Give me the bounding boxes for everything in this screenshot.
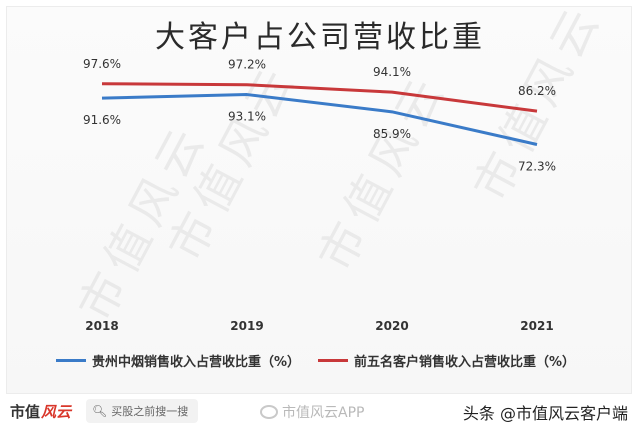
data-label: 72.3% [518,159,556,173]
data-label: 86.2% [518,84,556,98]
data-label: 97.2% [228,58,266,72]
data-label: 97.6% [83,57,121,71]
series-line-1 [101,93,538,146]
chart-title: 大客户占公司营收比重 [155,20,485,55]
data-label: 91.6% [83,113,121,127]
weibo-icon [260,405,278,419]
legend-swatch [56,358,86,362]
legend-label: 贵州中烟销售收入占营收比重（%） [92,354,301,370]
weibo-text: 市值风云APP [282,405,365,421]
legend-label: 前五名客户销售收入占营收比重（%） [354,354,576,370]
x-tick-label: 2020 [375,319,408,333]
search-icon: 🔍︎ [92,404,108,418]
search-slogan-box[interactable]: 🔍︎ 买股之前搜一搜 [86,399,199,423]
series-line-2 [101,82,538,113]
legend-swatch [318,358,349,362]
data-label: 93.1% [228,110,266,124]
data-label: 94.1% [373,65,411,79]
x-tick-label: 2018 [85,319,118,333]
brand-logo[interactable]: 市值 风云 [10,401,71,422]
toutiao-credit: 头条 @市值风云客户端 [462,404,628,423]
x-tick-label: 2019 [230,319,263,333]
brand-accent-text: 风云 [41,403,72,421]
footer-bar: 市值 风云 🔍︎ 买股之前搜一搜 市值风云APP 头条 @市值风云客户端 [0,394,640,429]
brand-main-text: 市值 [10,403,41,421]
legend-item-series-1: 贵州中烟销售收入占营收比重（%） [56,351,300,370]
chart-legend: 贵州中烟销售收入占营收比重（%） 前五名客户销售收入占营收比重（%） [56,350,616,370]
data-label: 85.9% [373,127,411,141]
weibo-watermark: 市值风云APP [260,402,364,422]
slogan-text: 买股之前搜一搜 [111,405,189,418]
x-tick-label: 2021 [520,319,553,333]
chart-frame [6,6,632,394]
legend-item-series-2: 前五名客户销售收入占营收比重（%） [318,351,575,370]
